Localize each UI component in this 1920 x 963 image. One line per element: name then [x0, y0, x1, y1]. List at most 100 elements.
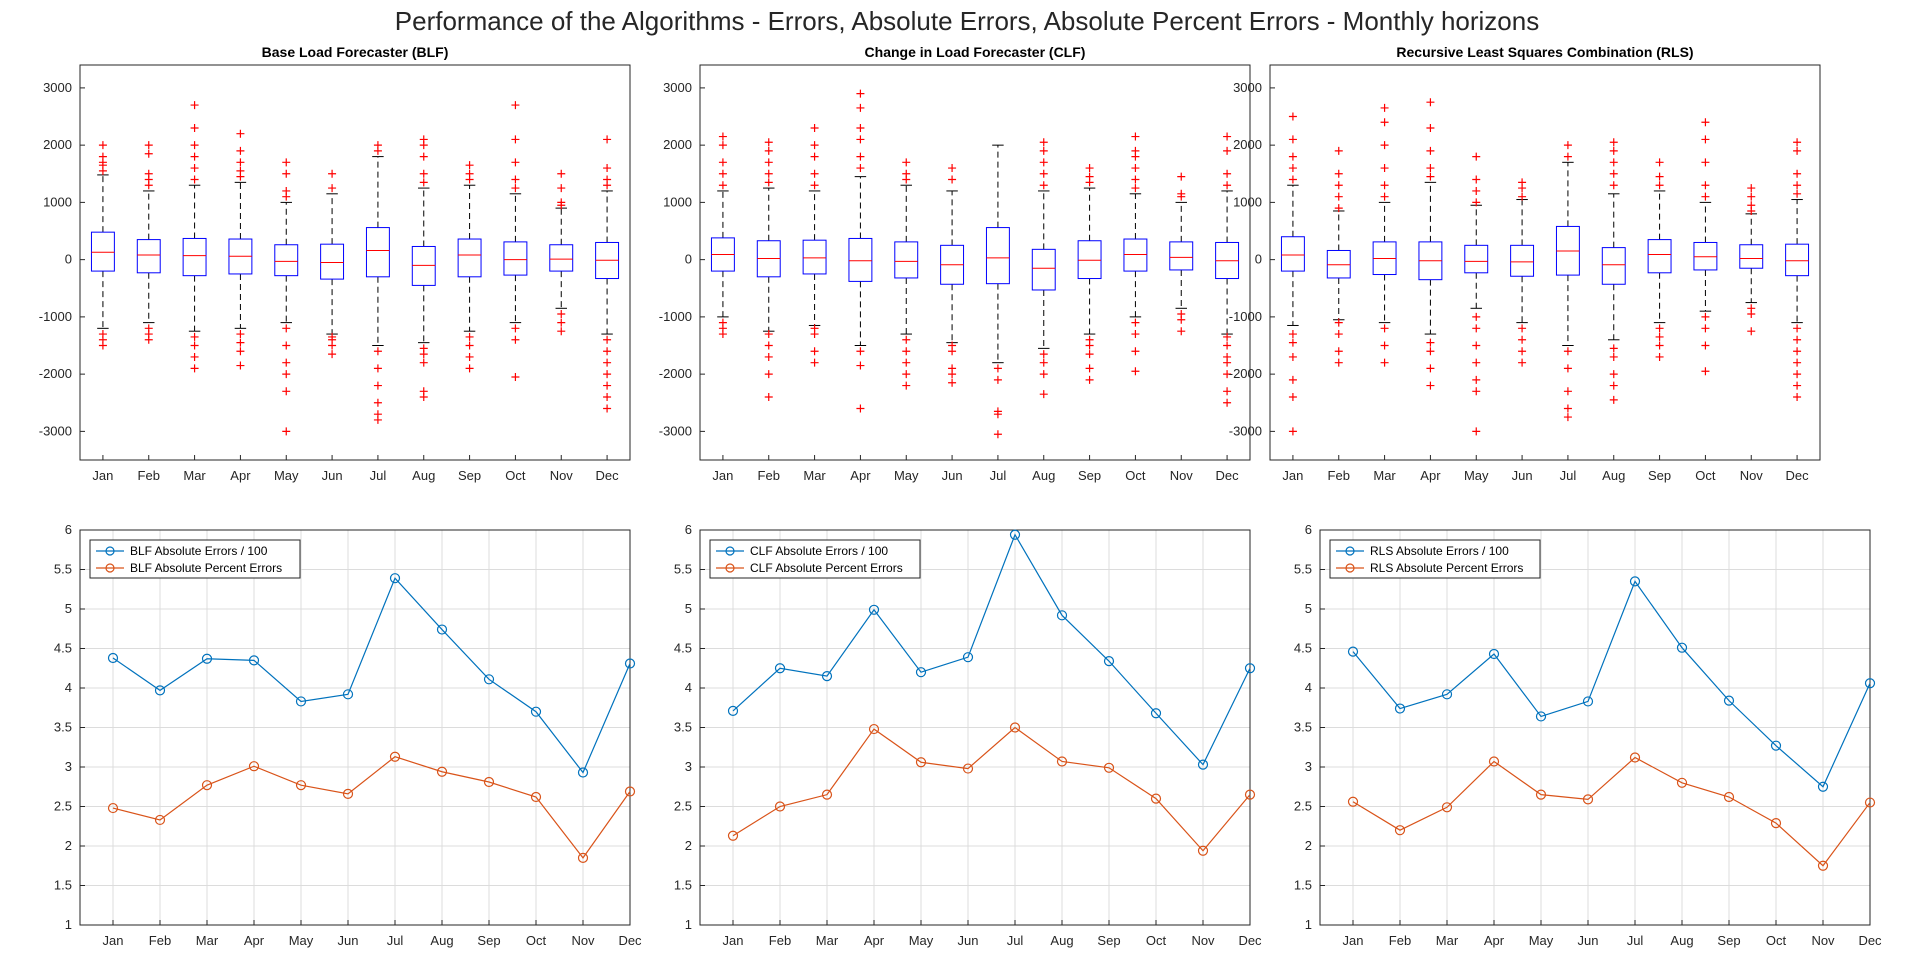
- outlier-marker: [190, 123, 199, 132]
- outlier-marker: [1563, 347, 1572, 356]
- outlier-marker: [1131, 367, 1140, 376]
- data-point: [1009, 722, 1021, 733]
- outlier-marker: [1655, 172, 1664, 181]
- box-body: [802, 239, 827, 275]
- outlier-marker: [190, 141, 199, 150]
- outlier-marker: [993, 410, 1002, 419]
- y-tick-label: -2000: [1229, 366, 1262, 381]
- box-feb: [136, 141, 161, 344]
- outlier-marker: [764, 178, 773, 187]
- outlier-marker: [1334, 358, 1343, 367]
- outlier-marker: [1223, 132, 1232, 141]
- outlier-marker: [603, 175, 612, 184]
- outlier-marker: [557, 318, 566, 327]
- x-tick-label: Mar: [1436, 933, 1459, 948]
- outlier-marker: [511, 101, 520, 110]
- box-body: [1031, 248, 1056, 291]
- legend-marker: [725, 563, 735, 573]
- series-1: [107, 573, 636, 778]
- outlier-marker: [282, 387, 291, 396]
- box-jan: [1280, 112, 1305, 436]
- data-point: [1197, 759, 1209, 770]
- outlier-marker: [1334, 192, 1343, 201]
- outlier-marker: [1701, 158, 1710, 167]
- outlier-marker: [190, 364, 199, 373]
- box-body: [1739, 244, 1764, 269]
- x-tick-label: Dec: [1858, 933, 1882, 948]
- box-mar: [802, 123, 827, 367]
- x-tick-label: Oct: [1766, 933, 1787, 948]
- box-jan: [90, 141, 115, 350]
- box-dec: [1785, 138, 1810, 402]
- x-tick-label: Aug: [1670, 933, 1693, 948]
- outlier-marker: [856, 135, 865, 144]
- outlier-marker: [603, 135, 612, 144]
- x-tick-label: Mar: [816, 933, 839, 948]
- outlier-marker: [856, 89, 865, 98]
- outlier-marker: [718, 169, 727, 178]
- x-tick-label: Sep: [477, 933, 500, 948]
- outlier-marker: [1380, 103, 1389, 112]
- box-body: [182, 237, 207, 277]
- x-tick-label: Apr: [1420, 468, 1441, 483]
- y-tick-label: 2: [685, 838, 692, 853]
- outlier-marker: [373, 415, 382, 424]
- outlier-marker: [1131, 175, 1140, 184]
- outlier-marker: [1223, 169, 1232, 178]
- data-point: [1864, 678, 1876, 689]
- outlier-marker: [1131, 347, 1140, 356]
- y-tick-label: -1000: [1229, 309, 1262, 324]
- data-point: [1244, 789, 1256, 800]
- outlier-marker: [1039, 169, 1048, 178]
- data-point: [727, 830, 739, 841]
- outlier-marker: [1701, 367, 1710, 376]
- outlier-marker: [1288, 175, 1297, 184]
- y-tick-label: 3.5: [1294, 720, 1312, 735]
- y-tick-label: 1000: [1233, 194, 1262, 209]
- data-point: [915, 667, 927, 678]
- box-oct: [503, 101, 528, 381]
- outlier-marker: [764, 138, 773, 147]
- box-body: [90, 231, 115, 272]
- outlier-marker: [1039, 370, 1048, 379]
- outlier-marker: [1793, 146, 1802, 155]
- x-tick-label: Apr: [230, 468, 251, 483]
- series-line: [112, 756, 631, 859]
- outlier-marker: [993, 364, 1002, 373]
- outlier-marker: [1701, 341, 1710, 350]
- outlier-marker: [511, 135, 520, 144]
- x-tick-label: Sep: [1648, 468, 1671, 483]
- outlier-marker: [1334, 318, 1343, 327]
- outlier-marker: [1334, 204, 1343, 213]
- x-tick-label: Jan: [712, 468, 733, 483]
- outlier-marker: [1288, 393, 1297, 402]
- box-body: [1785, 243, 1810, 277]
- outlier-marker: [1223, 370, 1232, 379]
- y-tick-label: 0: [1255, 252, 1262, 267]
- box-body: [365, 227, 390, 278]
- data-point: [1056, 610, 1068, 621]
- outlier-marker: [718, 158, 727, 167]
- outlier-marker: [1655, 158, 1664, 167]
- outlier-marker: [190, 332, 199, 341]
- outlier-marker: [1518, 335, 1527, 344]
- outlier-marker: [764, 146, 773, 155]
- outlier-marker: [1426, 364, 1435, 373]
- outlier-marker: [328, 184, 337, 193]
- outlier-marker: [810, 358, 819, 367]
- outlier-marker: [1472, 387, 1481, 396]
- box-feb: [1326, 146, 1351, 367]
- outlier-marker: [1288, 427, 1297, 436]
- data-point: [436, 624, 448, 635]
- outlier-marker: [1039, 146, 1048, 155]
- outlier-marker: [1655, 332, 1664, 341]
- box-dec: [1215, 132, 1240, 407]
- outlier-marker: [603, 358, 612, 367]
- y-tick-label: 1.5: [54, 878, 72, 893]
- data-point: [868, 723, 880, 735]
- outlier-marker: [1223, 181, 1232, 190]
- outlier-marker: [810, 152, 819, 161]
- y-tick-label: -1000: [659, 309, 692, 324]
- box-jul: [985, 144, 1010, 439]
- data-point: [577, 767, 589, 778]
